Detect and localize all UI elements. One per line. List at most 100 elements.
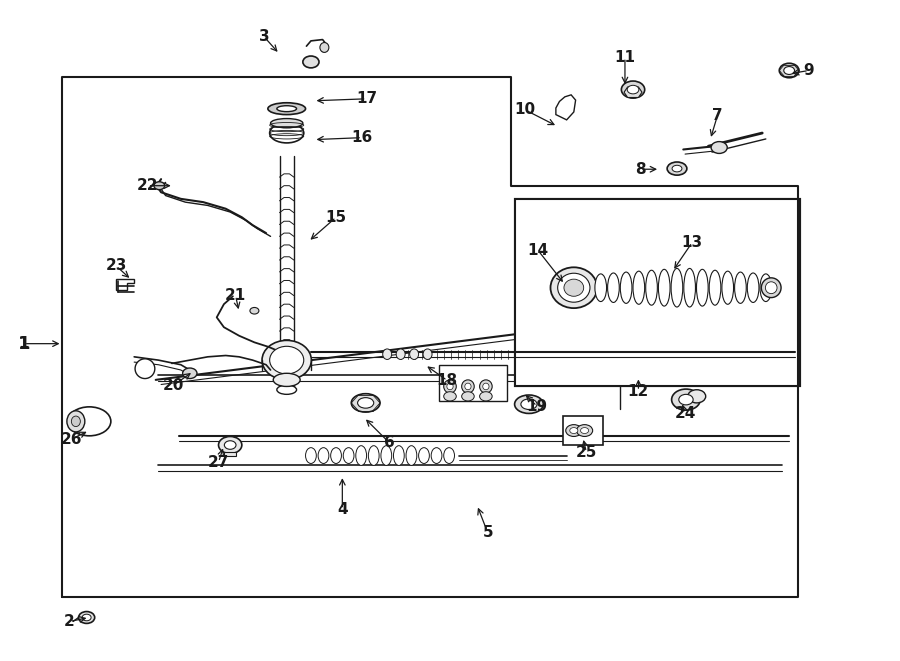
Ellipse shape — [318, 447, 328, 463]
Ellipse shape — [464, 383, 471, 390]
Ellipse shape — [627, 85, 639, 94]
Ellipse shape — [760, 274, 771, 301]
Ellipse shape — [277, 385, 297, 395]
Text: 11: 11 — [615, 50, 635, 65]
Text: 18: 18 — [436, 373, 458, 388]
Ellipse shape — [679, 395, 693, 405]
Ellipse shape — [633, 271, 644, 304]
Ellipse shape — [262, 340, 311, 380]
Text: 24: 24 — [674, 406, 696, 421]
Ellipse shape — [305, 447, 316, 463]
Ellipse shape — [580, 428, 589, 434]
Ellipse shape — [135, 359, 155, 379]
Ellipse shape — [784, 67, 795, 75]
Text: 21: 21 — [225, 288, 247, 303]
Ellipse shape — [711, 141, 727, 153]
Text: 4: 4 — [337, 502, 347, 517]
Text: 20: 20 — [163, 377, 184, 393]
Text: 8: 8 — [634, 162, 645, 176]
Ellipse shape — [671, 389, 700, 410]
Ellipse shape — [480, 380, 492, 393]
Text: 12: 12 — [628, 383, 649, 399]
Ellipse shape — [620, 272, 632, 303]
Polygon shape — [624, 87, 642, 97]
Ellipse shape — [621, 81, 644, 98]
Ellipse shape — [521, 399, 537, 409]
Ellipse shape — [765, 282, 777, 293]
Ellipse shape — [659, 269, 670, 306]
Text: 25: 25 — [576, 445, 597, 460]
Ellipse shape — [303, 56, 319, 68]
Text: 9: 9 — [804, 63, 814, 78]
Ellipse shape — [672, 165, 682, 172]
Ellipse shape — [67, 410, 85, 432]
Ellipse shape — [274, 373, 301, 387]
Ellipse shape — [410, 349, 418, 360]
Ellipse shape — [697, 269, 708, 306]
Ellipse shape — [431, 447, 442, 463]
Ellipse shape — [277, 106, 297, 112]
Text: 6: 6 — [383, 435, 394, 450]
Ellipse shape — [268, 102, 305, 114]
Text: 17: 17 — [356, 91, 377, 106]
Ellipse shape — [219, 436, 242, 453]
Ellipse shape — [577, 424, 593, 436]
Text: 14: 14 — [527, 243, 548, 258]
Ellipse shape — [595, 274, 607, 301]
Ellipse shape — [396, 349, 405, 360]
Polygon shape — [556, 95, 576, 120]
Ellipse shape — [423, 349, 432, 360]
Ellipse shape — [270, 346, 304, 374]
Ellipse shape — [747, 273, 759, 303]
Text: 10: 10 — [515, 102, 536, 118]
Ellipse shape — [320, 42, 328, 52]
Ellipse shape — [271, 118, 303, 128]
Text: 7: 7 — [712, 108, 723, 124]
Ellipse shape — [406, 446, 417, 465]
Ellipse shape — [71, 416, 80, 426]
Ellipse shape — [709, 270, 721, 305]
Ellipse shape — [515, 395, 544, 413]
Ellipse shape — [667, 162, 687, 175]
Ellipse shape — [381, 446, 392, 465]
Ellipse shape — [382, 349, 392, 360]
Ellipse shape — [368, 446, 379, 465]
Polygon shape — [224, 451, 237, 455]
Ellipse shape — [351, 394, 380, 412]
Ellipse shape — [224, 441, 236, 449]
Text: 1: 1 — [19, 336, 29, 351]
Bar — [439, 365, 507, 401]
Ellipse shape — [688, 390, 706, 403]
Ellipse shape — [645, 270, 657, 305]
Ellipse shape — [551, 267, 597, 308]
Ellipse shape — [684, 268, 696, 307]
Text: 15: 15 — [326, 210, 346, 225]
Ellipse shape — [462, 392, 474, 401]
Ellipse shape — [570, 428, 578, 434]
Text: 5: 5 — [482, 525, 493, 540]
Ellipse shape — [734, 272, 746, 303]
Text: 22: 22 — [137, 178, 158, 193]
Ellipse shape — [356, 446, 366, 465]
Bar — [563, 416, 602, 445]
Ellipse shape — [82, 614, 91, 621]
Ellipse shape — [270, 123, 304, 143]
Ellipse shape — [393, 446, 404, 465]
Text: 27: 27 — [208, 455, 230, 470]
Text: 23: 23 — [105, 258, 127, 274]
Ellipse shape — [462, 380, 474, 393]
Ellipse shape — [779, 63, 799, 78]
Text: 2: 2 — [64, 614, 75, 629]
Ellipse shape — [480, 392, 492, 401]
Ellipse shape — [418, 447, 429, 463]
Text: 1: 1 — [18, 334, 30, 353]
Ellipse shape — [343, 447, 354, 463]
Ellipse shape — [564, 279, 584, 296]
Ellipse shape — [722, 271, 734, 304]
Ellipse shape — [154, 182, 165, 190]
Text: 19: 19 — [526, 399, 547, 414]
Ellipse shape — [68, 407, 111, 436]
Ellipse shape — [330, 447, 341, 463]
Ellipse shape — [447, 383, 453, 390]
Ellipse shape — [444, 392, 456, 401]
